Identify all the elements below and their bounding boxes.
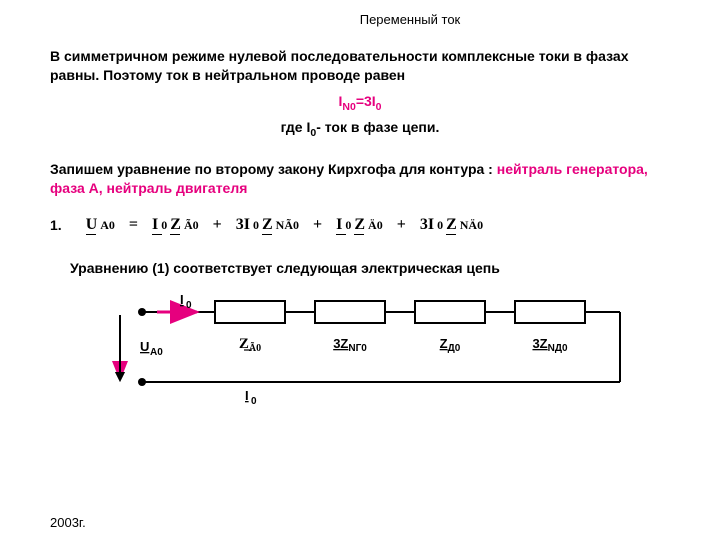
svg-text:ZÃ0: ZÃ0 xyxy=(239,336,261,354)
svg-text:ZД0: ZД0 xyxy=(440,336,461,354)
svg-text:U: U xyxy=(140,339,149,354)
svg-text:I: I xyxy=(245,388,249,403)
page-title: Переменный ток xyxy=(150,12,670,27)
svg-text:I: I xyxy=(180,292,184,307)
equation-number: 1. xyxy=(50,217,62,233)
formula-explain: где I0- ток в фазе цепи. xyxy=(50,119,670,139)
circuit-diagram: 3ZNГ0ZД03ZNД0ZÃ0I0I0UA0 xyxy=(90,290,650,410)
formula-main: IN0=3I0 xyxy=(50,93,670,113)
svg-text:0: 0 xyxy=(251,396,257,407)
equation-row: 1. UA0 = I0 ZÃ0 + 3I0 ZNÃ0 + I0 ZÄ0 + 3I… xyxy=(50,216,670,234)
svg-text:3ZNГ0: 3ZNГ0 xyxy=(333,336,367,354)
circuit-intro: Уравнению (1) соответствует следующая эл… xyxy=(70,260,670,276)
year-label: 2003г. xyxy=(50,515,86,530)
svg-text:0: 0 xyxy=(186,300,192,311)
svg-text:3ZNД0: 3ZNД0 xyxy=(532,336,568,354)
svg-text:A0: A0 xyxy=(150,347,163,358)
intro-paragraph: В симметричном режиме нулевой последоват… xyxy=(50,47,670,85)
kirchhoff-paragraph: Запишем уравнение по второму закону Кирх… xyxy=(50,160,670,198)
